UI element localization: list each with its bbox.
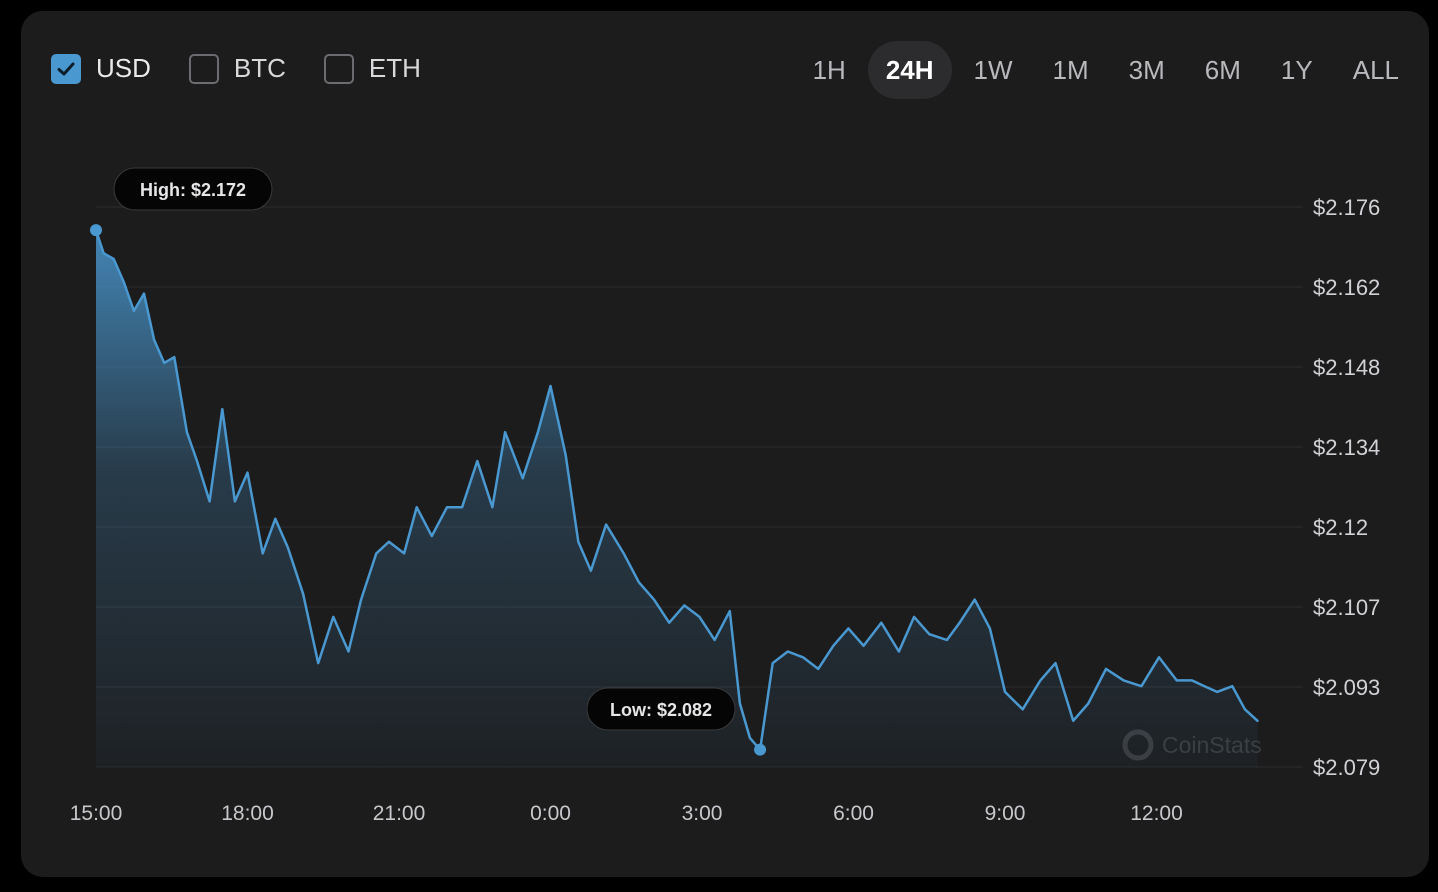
range-button-6m[interactable]: 6M (1204, 54, 1241, 85)
low-tooltip: Low: $2.082 (586, 687, 736, 731)
high-tooltip: High: $2.172 (113, 167, 273, 211)
high-label: High: $2.172 (140, 180, 246, 200)
price-line (94, 228, 1259, 751)
x-tick-label: 21:00 (373, 802, 426, 825)
price-area-fill (96, 230, 1258, 768)
range-button-1h[interactable]: 1H (812, 54, 846, 85)
currency-label: BTC (233, 53, 286, 83)
y-tick-label: $2.079 (1313, 755, 1380, 780)
low-point-marker (754, 743, 767, 756)
low-label: Low: $2.082 (610, 700, 712, 720)
checkbox-unchecked-icon[interactable] (323, 53, 354, 84)
y-tick-label: $2.12 (1313, 515, 1368, 540)
high-point-marker (90, 224, 102, 237)
y-tick-label: $2.134 (1313, 435, 1380, 460)
range-button-3m[interactable]: 3M (1128, 54, 1165, 85)
tooltip-bubble (586, 687, 736, 731)
x-tick-label: 12:00 (1130, 802, 1183, 825)
x-tick-label: 9:00 (985, 802, 1026, 825)
checkbox-unchecked-icon[interactable] (188, 53, 219, 84)
x-tick-label: 3:00 (682, 802, 723, 825)
y-tick-label: $2.162 (1313, 275, 1380, 300)
y-tick-label: $2.148 (1313, 355, 1380, 380)
checkbox-checked-icon[interactable] (51, 53, 81, 84)
x-tick-label: 0:00 (530, 802, 571, 825)
y-tick-label: $2.107 (1313, 595, 1380, 620)
x-tick-label: 18:00 (221, 802, 274, 825)
y-tick-label: $2.176 (1313, 195, 1380, 220)
range-button-1w[interactable]: 1W (973, 54, 1013, 85)
currency-toggle-usd[interactable]: USD (51, 53, 151, 84)
currency-label: USD (96, 53, 151, 83)
time-range-selector: 1H 24H 1W 1M 3M 6M 1Y ALL (791, 41, 1417, 99)
range-button-24h[interactable]: 24H (867, 41, 952, 99)
currency-toggles: USD BTC ETH (51, 53, 421, 84)
range-button-1m[interactable]: 1M (1052, 54, 1089, 85)
range-button-all[interactable]: ALL (1352, 54, 1399, 85)
x-tick-label: 6:00 (833, 802, 874, 825)
currency-toggle-btc[interactable]: BTC (188, 53, 286, 84)
x-tick-label: 15:00 (70, 802, 123, 825)
currency-toggle-eth[interactable]: ETH (323, 53, 421, 84)
y-tick-label: $2.093 (1313, 675, 1380, 700)
range-button-1y[interactable]: 1Y (1280, 54, 1313, 85)
currency-label: ETH (368, 53, 421, 83)
tooltip-bubble (113, 167, 273, 211)
